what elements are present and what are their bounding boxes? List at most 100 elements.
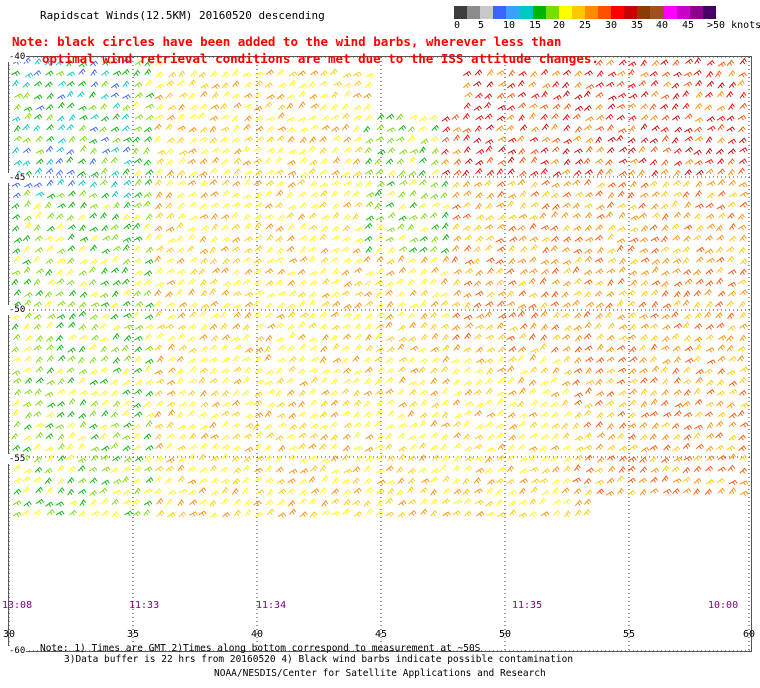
- wind-barb: [266, 292, 276, 299]
- wind-barb: [112, 431, 121, 439]
- wind-barb: [716, 204, 726, 211]
- wind-barb: [353, 171, 362, 177]
- wind-barb: [187, 410, 195, 417]
- wind-barb: [606, 268, 616, 274]
- wind-barb: [133, 258, 142, 264]
- wind-barb: [232, 323, 241, 330]
- wind-barb: [638, 145, 646, 153]
- wind-barb: [47, 402, 56, 408]
- wind-barb: [375, 347, 385, 353]
- wind-barb: [420, 487, 428, 494]
- wind-barb: [90, 235, 99, 242]
- wind-barb: [737, 345, 746, 352]
- wind-barb: [693, 488, 700, 495]
- wind-barb: [528, 277, 536, 285]
- wind-barb: [597, 432, 605, 439]
- wind-barb: [256, 379, 265, 385]
- wind-barb: [485, 280, 494, 287]
- wind-barb: [134, 270, 144, 276]
- wind-barb: [78, 301, 87, 308]
- wind-barb: [89, 60, 99, 67]
- wind-barb: [297, 213, 305, 220]
- wind-barb: [585, 146, 593, 153]
- wind-barb: [166, 433, 175, 440]
- wind-barb: [682, 466, 690, 474]
- wind-barb: [528, 511, 537, 517]
- wind-barb: [57, 124, 66, 131]
- wind-barb: [122, 57, 129, 64]
- wind-barb: [574, 236, 583, 243]
- wind-barb: [386, 301, 394, 308]
- wind-barb: [705, 280, 714, 287]
- wind-barb: [77, 357, 85, 364]
- wind-barb: [452, 478, 461, 485]
- wind-barb: [143, 126, 153, 133]
- wind-barb: [156, 378, 165, 385]
- wind-barb: [541, 236, 550, 243]
- wind-barb: [640, 446, 650, 453]
- wind-barb: [397, 366, 406, 373]
- wind-barb: [531, 93, 540, 99]
- wind-barb: [200, 424, 209, 431]
- wind-barb: [80, 201, 87, 209]
- wind-barb: [607, 322, 615, 330]
- wind-barb: [649, 224, 658, 231]
- wind-barb: [486, 347, 495, 353]
- wind-barb: [354, 201, 363, 208]
- wind-barb: [319, 201, 327, 208]
- wind-barb: [309, 159, 318, 166]
- wind-barb: [476, 358, 485, 364]
- wind-barb: [706, 116, 715, 122]
- wind-barb: [484, 310, 492, 318]
- wind-barb: [198, 71, 207, 78]
- wind-barb: [420, 138, 429, 145]
- colorbar-label: 25: [579, 20, 592, 31]
- wind-barb: [399, 180, 408, 186]
- wind-barb: [341, 103, 349, 111]
- wind-barb: [607, 191, 615, 199]
- wind-barb: [583, 477, 592, 485]
- wind-barb: [530, 181, 538, 188]
- wind-barb: [253, 268, 263, 275]
- wind-barb: [254, 214, 263, 220]
- wind-barb: [419, 358, 428, 364]
- wind-barb: [100, 355, 109, 362]
- wind-barb: [266, 125, 275, 132]
- wind-barb: [89, 181, 98, 188]
- wind-barb: [88, 192, 98, 199]
- wind-barb: [200, 432, 209, 439]
- wind-barb: [143, 279, 152, 286]
- wind-barb: [245, 422, 254, 429]
- wind-barb: [397, 388, 405, 396]
- wind-barb: [243, 499, 252, 506]
- wind-barb: [209, 179, 218, 186]
- wind-barb: [343, 422, 352, 429]
- wind-barb: [552, 487, 559, 495]
- wind-barb: [46, 245, 54, 252]
- wind-barb: [398, 191, 406, 198]
- wind-barb: [661, 345, 670, 351]
- wind-barb: [608, 224, 616, 231]
- wind-barb: [187, 226, 197, 233]
- wind-barb: [694, 312, 702, 319]
- wind-barb: [276, 189, 284, 197]
- wind-barb: [363, 390, 373, 397]
- wind-barb: [629, 270, 638, 276]
- wind-barb: [12, 500, 22, 506]
- wind-barb: [640, 377, 648, 384]
- wind-barb: [496, 70, 505, 76]
- wind-barb: [640, 59, 648, 67]
- wind-barb: [707, 125, 716, 132]
- wind-barb: [221, 148, 230, 154]
- footnote-line-2: 3)Data buffer is 22 hrs from 20160520 4)…: [64, 654, 574, 665]
- wind-barb: [507, 156, 515, 164]
- wind-barb: [418, 125, 427, 132]
- wind-barb: [463, 380, 473, 387]
- wind-barb: [110, 467, 119, 474]
- wind-barb: [155, 71, 164, 78]
- wind-barb: [200, 90, 208, 98]
- wind-barb: [343, 312, 352, 318]
- wind-barb: [267, 147, 276, 154]
- wind-barb: [376, 323, 385, 330]
- wind-barb: [23, 323, 31, 330]
